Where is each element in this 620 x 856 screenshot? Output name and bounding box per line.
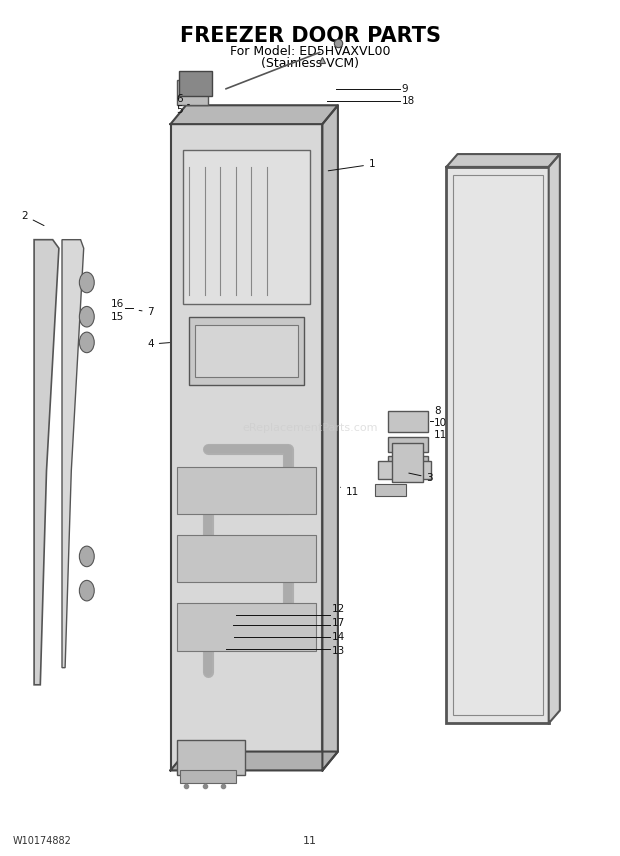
Text: 11: 11 <box>434 430 447 440</box>
FancyBboxPatch shape <box>179 71 212 96</box>
FancyBboxPatch shape <box>446 167 549 723</box>
Bar <box>180 770 236 783</box>
Text: FREEZER DOOR PARTS: FREEZER DOOR PARTS <box>180 26 440 46</box>
Text: 14: 14 <box>332 632 345 642</box>
Circle shape <box>79 580 94 601</box>
Bar <box>388 437 428 452</box>
Text: eReplacementParts.com: eReplacementParts.com <box>242 423 378 433</box>
Bar <box>388 411 428 432</box>
Bar <box>177 467 316 514</box>
Bar <box>183 150 310 304</box>
Text: 12: 12 <box>332 604 345 615</box>
Polygon shape <box>62 240 84 668</box>
Circle shape <box>79 332 94 353</box>
Bar <box>388 456 428 467</box>
FancyBboxPatch shape <box>189 317 304 385</box>
Circle shape <box>79 546 94 567</box>
Polygon shape <box>170 752 338 770</box>
Text: 11: 11 <box>303 835 317 846</box>
Bar <box>453 175 542 715</box>
FancyBboxPatch shape <box>392 443 423 482</box>
Bar <box>177 603 316 651</box>
Text: 3: 3 <box>409 473 433 483</box>
Text: 1: 1 <box>328 159 376 171</box>
Text: 7: 7 <box>139 307 154 318</box>
Text: 2: 2 <box>21 211 44 226</box>
FancyBboxPatch shape <box>170 124 322 770</box>
Text: 11: 11 <box>340 487 359 497</box>
Text: 9: 9 <box>402 84 409 94</box>
Text: 4: 4 <box>147 339 170 349</box>
Text: 18: 18 <box>402 96 415 106</box>
Polygon shape <box>446 154 560 167</box>
Polygon shape <box>322 105 338 770</box>
Polygon shape <box>34 240 59 685</box>
Text: 6: 6 <box>176 94 183 104</box>
Text: 15: 15 <box>111 312 124 322</box>
Text: 5: 5 <box>176 104 183 115</box>
Text: W10174882: W10174882 <box>12 835 71 846</box>
Bar <box>378 461 431 479</box>
Text: (Stainless VCM): (Stainless VCM) <box>261 56 359 70</box>
Text: 13: 13 <box>332 645 345 656</box>
Bar <box>195 325 298 377</box>
Text: For Model: ED5HVAXVL00: For Model: ED5HVAXVL00 <box>230 45 390 58</box>
Text: 8: 8 <box>434 406 441 416</box>
Polygon shape <box>170 105 338 124</box>
Bar <box>177 740 245 775</box>
Circle shape <box>79 272 94 293</box>
Circle shape <box>79 306 94 327</box>
Bar <box>177 80 208 105</box>
Text: 16: 16 <box>111 299 124 309</box>
Bar <box>177 535 316 582</box>
Bar <box>375 484 406 496</box>
Text: 17: 17 <box>332 618 345 628</box>
Polygon shape <box>549 154 560 723</box>
Text: 10: 10 <box>434 418 447 428</box>
